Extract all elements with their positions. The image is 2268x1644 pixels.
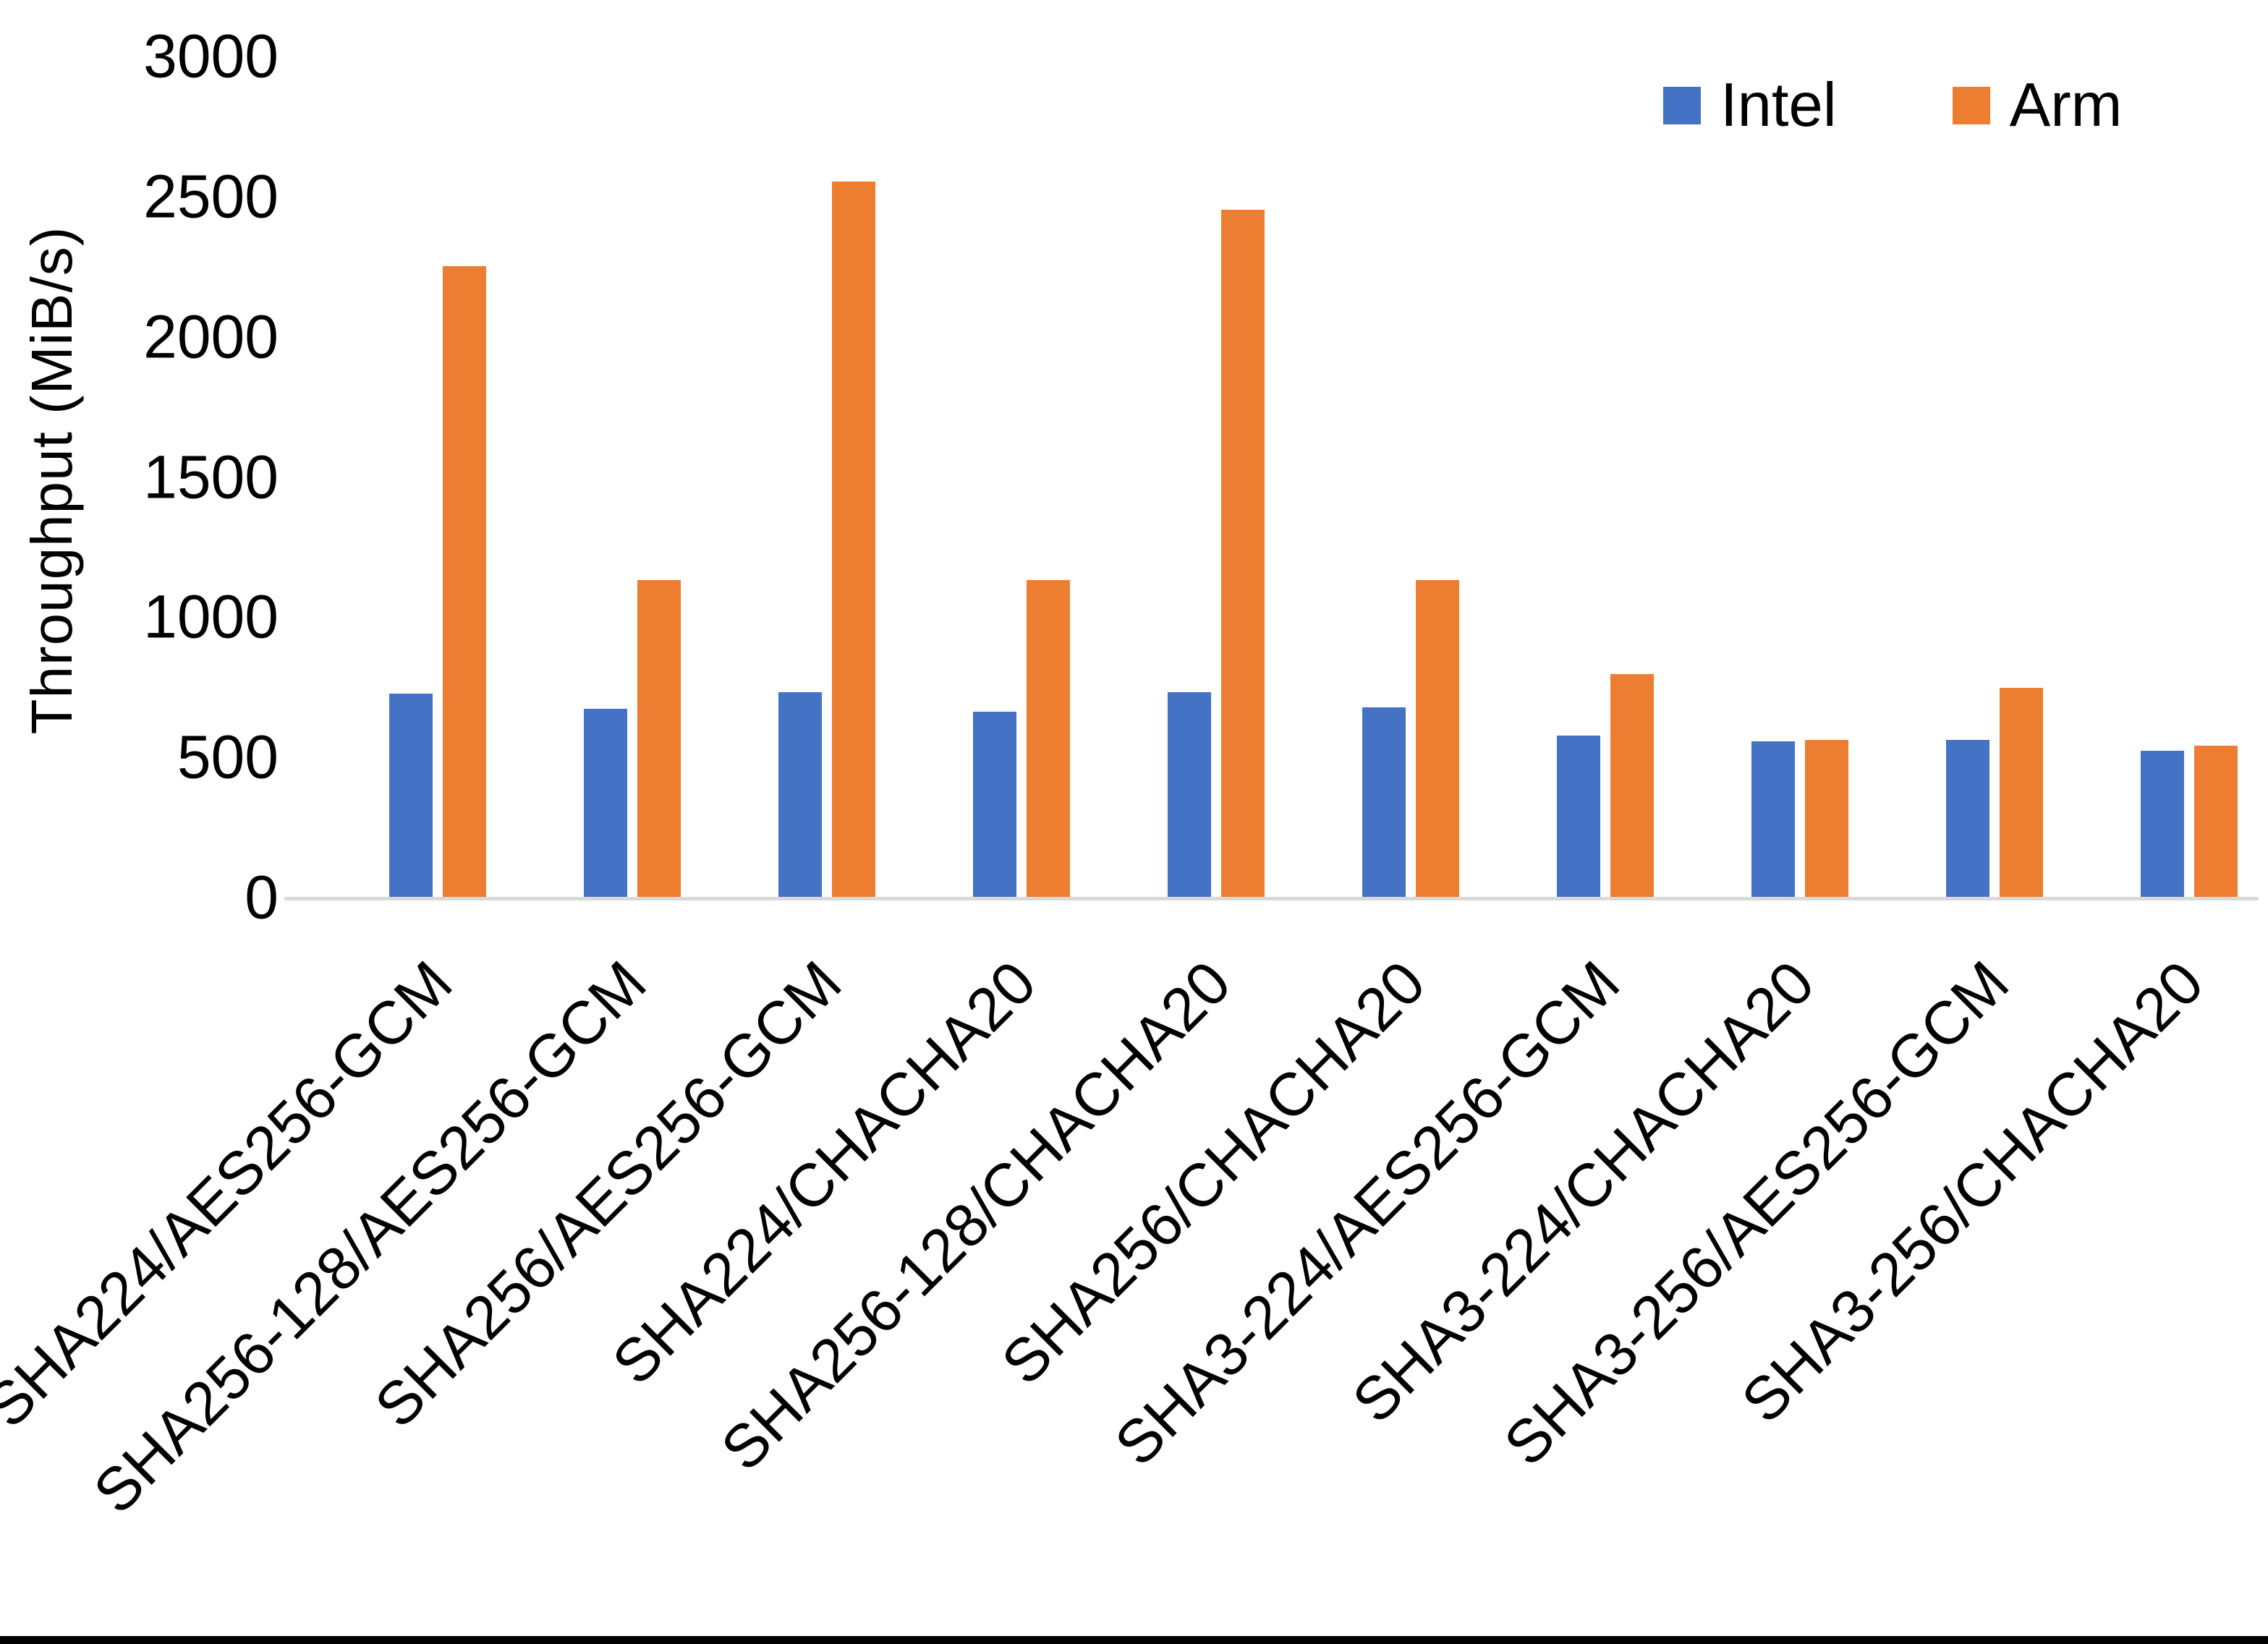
y-tick-label: 1000 <box>143 582 279 651</box>
legend-label-arm: Arm <box>2009 70 2123 140</box>
legend-label-intel: Intel <box>1720 70 1837 140</box>
bar-arm-9 <box>2000 688 2043 897</box>
x-axis-line <box>284 897 2259 900</box>
y-tick-label: 0 <box>245 863 279 932</box>
y-tick-label: 3000 <box>143 22 279 90</box>
bar-arm-3 <box>832 182 875 897</box>
y-tick-label: 500 <box>177 723 279 791</box>
bar-intel-8 <box>1751 741 1795 897</box>
y-tick-label: 1500 <box>143 443 279 511</box>
bar-arm-1 <box>443 266 486 897</box>
bar-intel-9 <box>1946 740 1989 897</box>
bar-intel-1 <box>389 694 433 897</box>
bar-intel-10 <box>2141 751 2184 897</box>
bar-intel-3 <box>778 692 822 897</box>
bar-arm-8 <box>1805 740 1848 897</box>
bar-arm-5 <box>1221 210 1265 897</box>
y-tick-label: 2000 <box>143 302 279 371</box>
bar-arm-7 <box>1610 674 1654 897</box>
bar-arm-4 <box>1027 580 1070 897</box>
bar-intel-5 <box>1168 692 1211 897</box>
bar-intel-7 <box>1557 736 1600 897</box>
bar-intel-6 <box>1362 707 1406 897</box>
legend-swatch-intel <box>1663 86 1701 124</box>
legend-swatch-arm <box>1952 86 1990 124</box>
bar-intel-4 <box>973 712 1016 897</box>
y-axis-title: Throughput (MiB/s) <box>20 226 84 735</box>
bar-intel-2 <box>584 709 627 897</box>
bar-arm-10 <box>2194 746 2238 897</box>
bottom-border <box>0 1636 2268 1644</box>
bar-arm-2 <box>637 580 681 897</box>
bar-arm-6 <box>1416 580 1459 897</box>
legend: Intel Arm <box>1663 71 2122 140</box>
y-tick-label: 2500 <box>143 162 279 231</box>
